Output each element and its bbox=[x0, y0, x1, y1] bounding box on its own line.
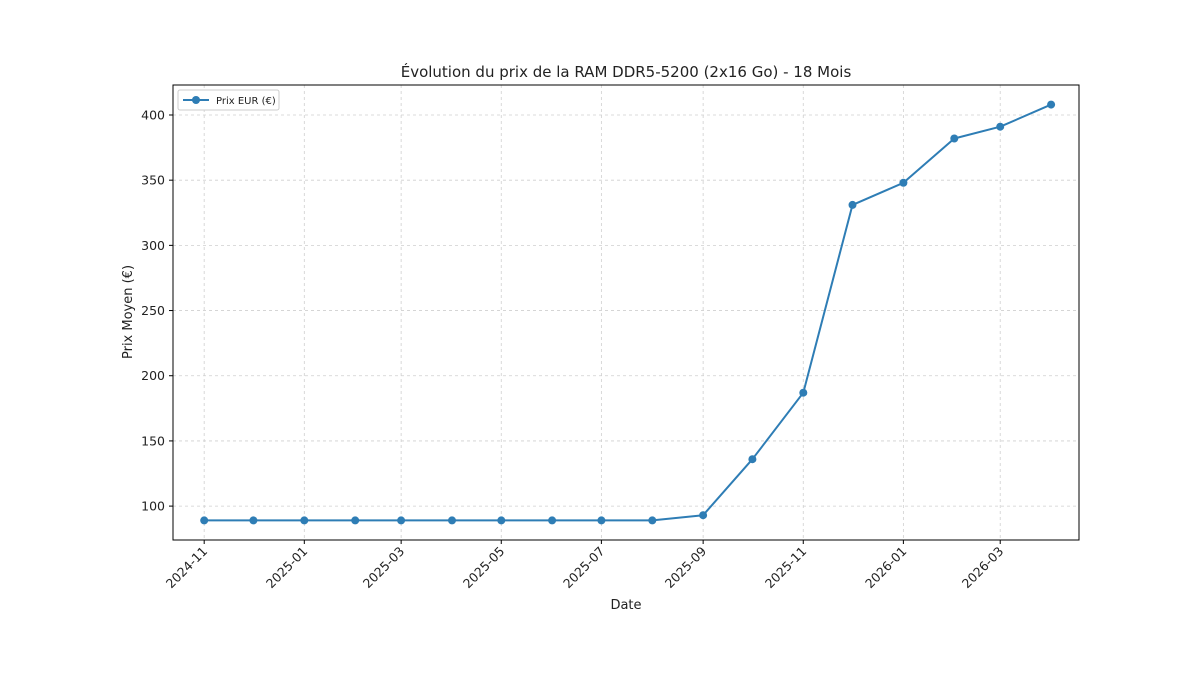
plot-area-frame bbox=[172, 84, 1080, 541]
data-point bbox=[200, 516, 209, 525]
grid-layer bbox=[173, 85, 1079, 540]
data-point bbox=[300, 516, 309, 525]
legend-label: Prix EUR (€) bbox=[216, 96, 276, 107]
data-point bbox=[699, 511, 708, 520]
data-point bbox=[351, 516, 360, 525]
x-tick-label: 2024-11 bbox=[163, 544, 211, 592]
y-tick-label: 150 bbox=[141, 433, 165, 448]
data-point bbox=[1047, 100, 1056, 109]
x-tick-label: 2025-09 bbox=[662, 543, 710, 591]
data-point bbox=[799, 388, 808, 397]
y-tick-label: 350 bbox=[141, 173, 165, 188]
y-tick-label: 200 bbox=[141, 368, 165, 383]
data-point bbox=[748, 455, 757, 464]
x-tick-label: 2025-05 bbox=[460, 544, 508, 592]
y-tick-label: 100 bbox=[141, 499, 165, 514]
y-tick-label: 300 bbox=[141, 238, 165, 253]
x-tick-label: 2025-07 bbox=[560, 544, 608, 592]
chart-title: Évolution du prix de la RAM DDR5-5200 (2… bbox=[401, 62, 852, 81]
data-point bbox=[497, 516, 506, 525]
data-point bbox=[597, 516, 606, 525]
data-point bbox=[950, 134, 959, 143]
data-point bbox=[548, 516, 557, 525]
y-tick-label: 400 bbox=[141, 107, 165, 122]
x-tick-label: 2025-03 bbox=[360, 544, 408, 592]
y-axis-ticks: 100 150 200 250 300 350 400 bbox=[141, 107, 173, 514]
legend: Prix EUR (€) bbox=[177, 89, 280, 111]
series-line bbox=[204, 103, 1052, 522]
x-tick-label: 2026-03 bbox=[959, 544, 1007, 592]
data-point bbox=[648, 516, 657, 525]
data-point bbox=[996, 122, 1005, 131]
x-tick-label: 2025-01 bbox=[263, 544, 311, 592]
data-point bbox=[397, 516, 406, 525]
series-layer bbox=[200, 100, 1056, 525]
data-point bbox=[448, 516, 456, 525]
y-tick-label: 250 bbox=[141, 303, 165, 318]
data-point bbox=[899, 178, 908, 187]
legend-box bbox=[177, 89, 280, 111]
x-tick-label: 2025-11 bbox=[762, 544, 810, 592]
data-point bbox=[848, 200, 857, 209]
x-tick-label: 2026-01 bbox=[862, 544, 910, 592]
y-axis-label: Prix Moyen (€) bbox=[121, 265, 136, 359]
x-axis-label: Date bbox=[610, 598, 641, 613]
legend-marker-sample bbox=[192, 96, 200, 104]
x-axis-ticks: 2024-11 2025-01 2025-03 2025-05 2025-07 2025-… bbox=[163, 540, 1007, 592]
data-point bbox=[249, 516, 258, 525]
